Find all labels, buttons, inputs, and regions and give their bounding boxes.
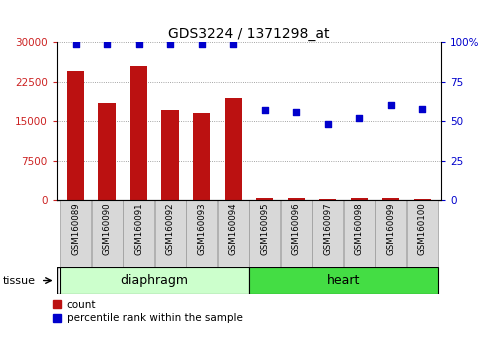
Text: GSM160090: GSM160090 [103,202,111,255]
Bar [123,200,154,267]
Bar [186,200,217,267]
Bar [60,267,249,294]
Point [261,107,269,113]
Bar [249,200,280,267]
Text: GSM160093: GSM160093 [197,202,206,255]
Text: heart: heart [327,274,360,287]
Text: GSM160091: GSM160091 [134,202,143,255]
Point [419,106,426,112]
Point [71,41,79,47]
Bar [382,198,399,200]
Text: tissue: tissue [3,275,36,286]
Bar [218,200,248,267]
Text: GSM160092: GSM160092 [166,202,175,255]
Bar [67,72,84,200]
Point [198,41,206,47]
Bar [407,200,438,267]
Bar [130,66,147,200]
Point [292,109,300,115]
Bar [249,267,438,294]
Text: GSM160099: GSM160099 [387,202,395,255]
Point [355,115,363,121]
Point [324,121,332,127]
Bar [162,110,179,200]
Point [229,41,237,47]
Bar [281,200,312,267]
Bar [99,103,116,200]
Bar [319,199,336,200]
Point [103,41,111,47]
Text: diaphragm: diaphragm [120,274,188,287]
Text: GSM160100: GSM160100 [418,202,427,255]
Bar [287,198,305,200]
Point [166,41,174,47]
Bar [375,200,406,267]
Bar [351,198,368,200]
Bar [256,199,274,200]
Text: GSM160098: GSM160098 [355,202,364,255]
Point [135,41,142,47]
Text: GSM160089: GSM160089 [71,202,80,255]
Bar [313,200,343,267]
Text: GSM160097: GSM160097 [323,202,332,255]
Title: GDS3224 / 1371298_at: GDS3224 / 1371298_at [168,28,330,41]
Text: GSM160096: GSM160096 [292,202,301,255]
Bar [92,200,123,267]
Point [387,103,395,108]
Bar [193,113,211,200]
Text: GSM160094: GSM160094 [229,202,238,255]
Bar [414,199,431,200]
Bar [155,200,185,267]
Legend: count, percentile rank within the sample: count, percentile rank within the sample [52,299,244,324]
Text: GSM160095: GSM160095 [260,202,269,255]
Bar [224,98,242,200]
Bar [60,200,91,267]
Bar [344,200,375,267]
